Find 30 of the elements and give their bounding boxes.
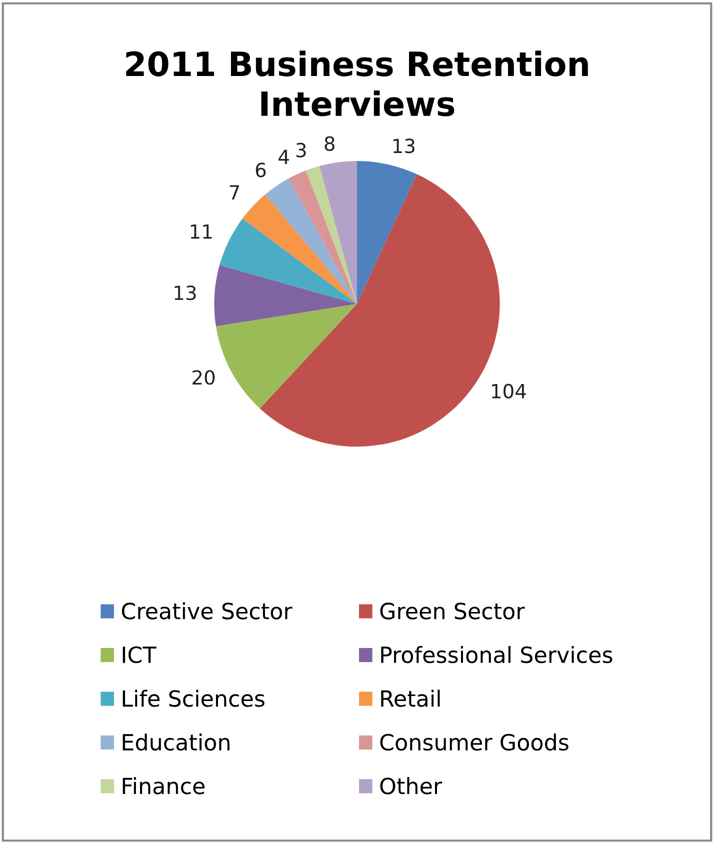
chart-title: 2011 Business Retention Interviews xyxy=(126,50,588,116)
data-label: 3 xyxy=(296,142,306,158)
data-label: 6 xyxy=(256,162,266,178)
pie-slice xyxy=(216,304,357,409)
pie-slice xyxy=(220,218,357,304)
legend-label: Finance xyxy=(122,777,205,794)
legend-label: Consumer Goods xyxy=(380,733,568,751)
legend-label: Education xyxy=(122,733,230,751)
data-label: 13 xyxy=(174,285,196,300)
legend-label: Professional Services xyxy=(381,646,612,664)
pie-slice xyxy=(214,265,357,326)
data-label: 4 xyxy=(278,150,289,164)
legend-label: Creative Sector xyxy=(122,602,292,620)
data-label: 8 xyxy=(324,136,334,151)
data-label: 7 xyxy=(230,185,240,200)
data-label: 11 xyxy=(190,224,212,239)
data-label: 13 xyxy=(393,138,414,154)
pie-slice xyxy=(319,161,357,304)
pie-slice xyxy=(242,194,357,304)
legend-label: Life Sciences xyxy=(122,690,264,707)
pie-slice xyxy=(265,178,357,304)
data-label: 20 xyxy=(192,370,215,385)
legend-label: Other xyxy=(380,777,442,794)
legend-label: Green Sector xyxy=(380,602,525,620)
pie-slice xyxy=(288,170,357,304)
data-label: 104 xyxy=(492,384,526,398)
legend-label: Retail xyxy=(381,690,440,707)
pie-slice xyxy=(357,161,417,304)
pie-slice xyxy=(306,166,357,304)
legend-label: ICT xyxy=(122,646,156,664)
